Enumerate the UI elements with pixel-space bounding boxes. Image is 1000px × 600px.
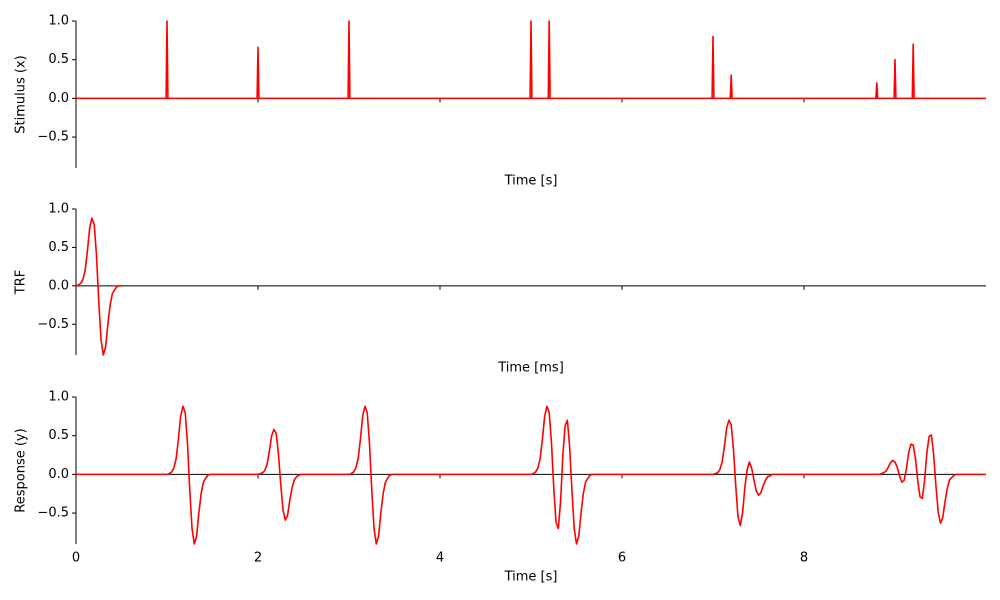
- y-tick-label: 0.0: [48, 467, 69, 482]
- y-tick-label: −0.5: [37, 317, 69, 332]
- y-axis-label: Stimulus (x): [14, 55, 29, 133]
- y-tick-label: 0.5: [48, 240, 69, 255]
- y-tick-label: 0.0: [48, 91, 69, 106]
- y-axis-label: Response (y): [14, 428, 29, 512]
- x-tick-label: 6: [618, 551, 626, 566]
- x-tick-label: 0: [72, 551, 80, 566]
- line: [76, 20, 986, 100]
- y-tick-label: 1.0: [48, 14, 69, 29]
- y-tick-label: 1.0: [48, 390, 69, 405]
- y-tick-label: 1.0: [48, 202, 69, 217]
- y-tick-label: 0.0: [48, 278, 69, 293]
- y-tick-label: −0.5: [37, 506, 69, 521]
- x-axis-label: Time [ms]: [497, 361, 564, 376]
- x-tick-label: 2: [254, 551, 262, 566]
- line: [75, 217, 122, 356]
- y-tick-label: −0.5: [37, 130, 69, 145]
- y-tick-label: 0.5: [48, 428, 69, 443]
- y-tick-label: 0.5: [48, 52, 69, 67]
- x-tick-label: 4: [436, 551, 444, 566]
- x-axis-label: Time [s]: [504, 174, 558, 189]
- y-axis-label: TRF: [14, 270, 29, 295]
- line: [76, 405, 986, 545]
- x-axis-label: Time [s]: [504, 570, 558, 585]
- x-tick-label: 8: [800, 551, 808, 566]
